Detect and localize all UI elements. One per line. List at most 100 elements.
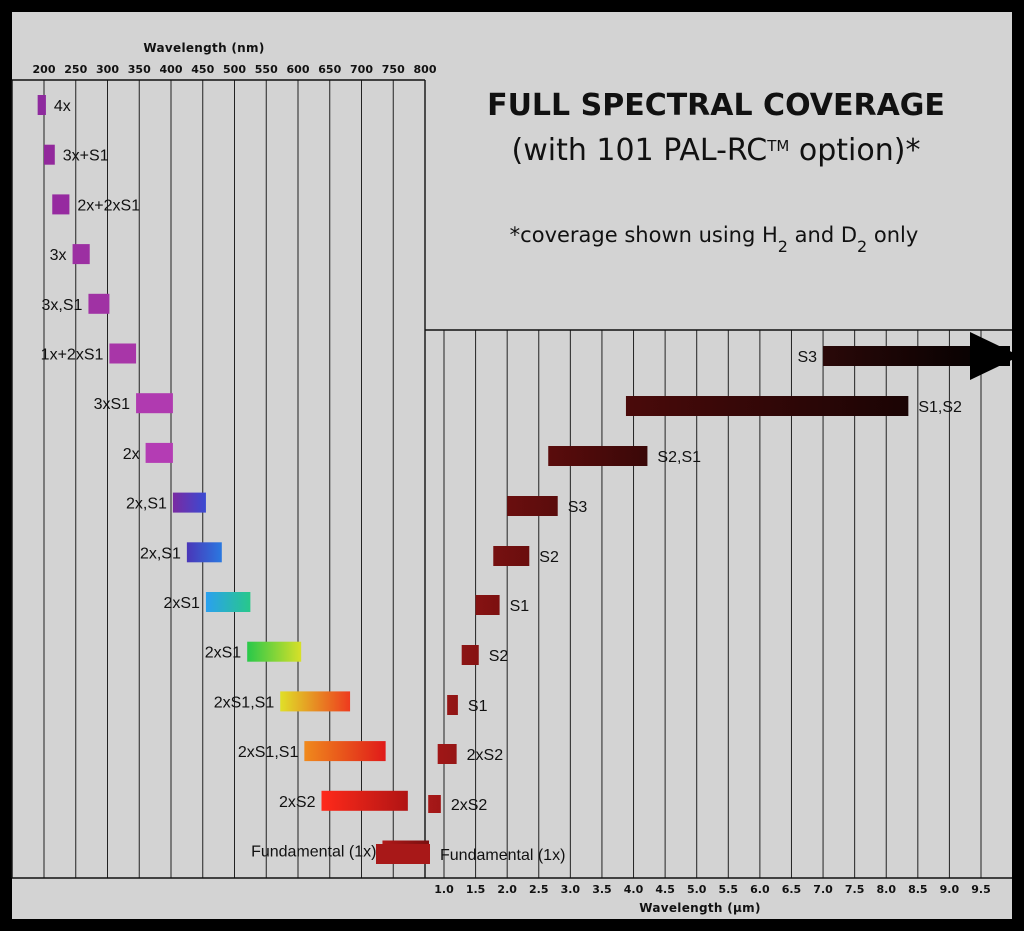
right-x-tick-label: 4.5 [655, 883, 675, 896]
right-bar-label: S3 [568, 499, 588, 516]
right-x-tick-label: 2.5 [529, 883, 549, 896]
right-bar-label: 2xS2 [467, 747, 504, 764]
right-x-tick-label: 6.0 [750, 883, 770, 896]
left-x-axis-title: Wavelength (nm) [143, 41, 264, 55]
left-bar-label: 2xS2 [279, 794, 316, 811]
left-bar-label: 3x,S1 [42, 297, 83, 314]
chart-title: FULL SPECTRAL COVERAGE [487, 88, 945, 123]
right-bar [507, 496, 558, 516]
left-x-tick-label: 700 [350, 63, 373, 76]
right-bar-label: S1 [510, 598, 530, 615]
left-x-tick-label: 650 [318, 63, 341, 76]
right-bar-label: S2 [489, 648, 509, 665]
right-bar-label: S2,S1 [657, 449, 701, 466]
right-x-tick-label: 1.0 [434, 883, 454, 896]
right-x-tick-label: 4.0 [624, 883, 644, 896]
left-bar [52, 194, 70, 215]
left-x-tick-label: 200 [33, 63, 56, 76]
right-x-tick-label: 3.0 [561, 883, 581, 896]
left-x-tick-label: 250 [64, 63, 87, 76]
left-bar [304, 741, 386, 762]
right-bar [823, 346, 1010, 366]
right-bar [376, 844, 430, 864]
left-bar-label: 2xS1 [205, 645, 242, 662]
note-prefix: *coverage shown using H [510, 223, 778, 247]
right-bar [493, 546, 530, 566]
axes [11, 79, 1012, 879]
right-bar [548, 446, 648, 466]
left-bar-label: 2xS1,S1 [214, 694, 275, 711]
right-x-tick-label: 7.5 [845, 883, 865, 896]
subtitle-pre: (with 101 PAL-RC [512, 133, 768, 168]
left-bar [247, 641, 302, 662]
left-bar [109, 343, 137, 364]
left-bar-label: 1x+2xS1 [41, 347, 104, 364]
right-x-tick-label: 3.5 [592, 883, 612, 896]
left-bar-label: 2xS1 [163, 595, 200, 612]
left-panel [12, 12, 1012, 919]
right-bar [475, 595, 500, 615]
left-bar-label: 3x [50, 247, 67, 264]
left-x-tick-label: 450 [191, 63, 214, 76]
note-middle: and D [788, 223, 857, 247]
right-bar [447, 695, 458, 715]
left-bar [72, 244, 90, 265]
right-x-tick-label: 5.5 [719, 883, 739, 896]
subtitle-post: option)* [789, 133, 920, 168]
right-x-tick-label: 8.5 [908, 883, 928, 896]
right-x-axis-title: Wavelength (μm) [639, 901, 761, 915]
right-bar [461, 645, 479, 665]
right-bar-label: S1 [468, 698, 488, 715]
left-bar [321, 790, 408, 811]
right-bar [428, 795, 441, 813]
chart-subtitle: (with 101 PAL-RCTM option)* [512, 133, 921, 168]
subtitle-tm: TM [766, 137, 789, 155]
left-bar-label: 2x+2xS1 [77, 197, 140, 214]
left-bar [280, 691, 351, 712]
right-bar-label: 2xS2 [451, 797, 488, 814]
right-x-tick-label: 9.5 [971, 883, 991, 896]
left-x-tick-label: 400 [160, 63, 183, 76]
left-x-tick-label: 550 [255, 63, 278, 76]
left-x-tick-label: 600 [287, 63, 310, 76]
left-bar-label: 2x,S1 [140, 545, 181, 562]
right-x-tick-label: 7.0 [813, 883, 833, 896]
right-bar-label: S1,S2 [918, 399, 962, 416]
left-bar [136, 393, 173, 414]
left-x-tick-label: 750 [382, 63, 405, 76]
right-bar-label: S2 [539, 549, 559, 566]
left-bar [172, 492, 206, 513]
left-x-tick-label: 800 [414, 63, 437, 76]
right-x-tick-labels: 1.0 1.5 2.0 2.5 3.0 3.5 4.0 4.5 5.0 5.5 6.0 6.5 7.0 7… [434, 883, 991, 896]
note-suffix: only [867, 223, 918, 247]
left-bar [145, 442, 173, 463]
right-x-tick-label: 9.0 [940, 883, 960, 896]
left-bar-label: 2x [123, 446, 140, 463]
right-bars: S3 S1,S2 S2,S1 S3 S2 S1 S2 S1 2xS2 2xS2 Fundamenta… [376, 332, 1020, 864]
right-bar [625, 396, 909, 416]
note-sub-1: 2 [778, 237, 788, 256]
right-bar [437, 744, 457, 764]
right-bar-label: S3 [797, 349, 817, 366]
left-bar-label: Fundamental (1x) [251, 844, 376, 861]
right-x-tick-label: 1.5 [466, 883, 486, 896]
left-bar [44, 144, 55, 165]
left-x-tick-label: 350 [128, 63, 151, 76]
right-x-tick-label: 2.0 [497, 883, 517, 896]
right-x-tick-label: 6.5 [782, 883, 802, 896]
right-x-tick-label: 5.0 [687, 883, 707, 896]
left-x-tick-labels: 200 250 300 350 400 450 500 550 600 650 700 750 800 [33, 63, 437, 76]
left-bar-label: 4x [54, 98, 71, 115]
left-bar-label: 3xS1 [94, 396, 131, 413]
chart-note: *coverage shown using H2 and D2 only [510, 223, 919, 256]
right-grid [443, 330, 982, 878]
note-sub-2: 2 [857, 237, 867, 256]
left-bar-label: 2xS1,S1 [238, 744, 299, 761]
left-x-tick-label: 500 [223, 63, 246, 76]
left-x-tick-label: 300 [96, 63, 119, 76]
left-bar-label: 3x+S1 [63, 148, 109, 165]
left-bar-label: 2x,S1 [126, 496, 167, 513]
left-bar [88, 293, 110, 314]
right-bar-arrowhead [970, 332, 1020, 380]
